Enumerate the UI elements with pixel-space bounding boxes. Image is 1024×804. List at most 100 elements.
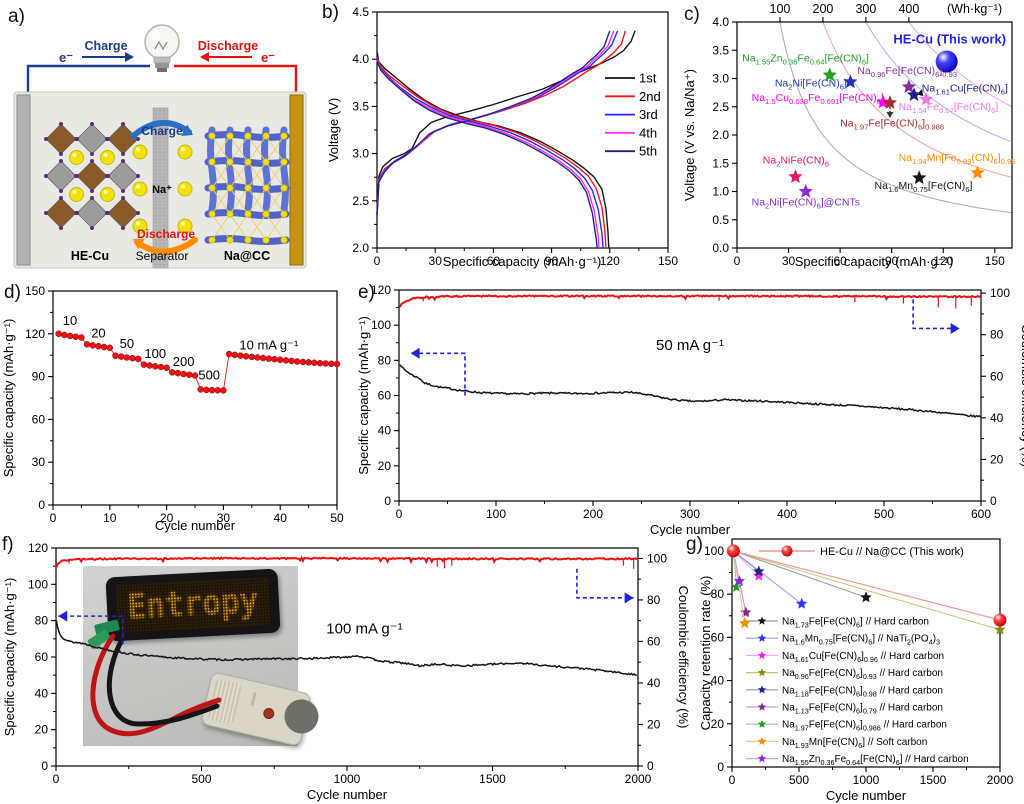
rate-point	[117, 353, 125, 360]
charge-curve-4th	[376, 30, 615, 216]
rate-point	[112, 352, 119, 360]
point-label: HE-Cu (This work)	[893, 31, 1006, 46]
red-wire	[90, 633, 222, 737]
y-tick-label: 60	[378, 389, 392, 403]
point-label: Na2Ni[Fe(CN)6]@CNTs	[752, 197, 860, 211]
retention-star	[994, 623, 1006, 635]
rate-point	[89, 342, 97, 349]
retention-line	[733, 550, 867, 598]
x-tick-label: 500	[191, 772, 211, 786]
y-tick-label: 120	[371, 283, 391, 297]
discharge-curve-1st	[376, 51, 610, 249]
y-tick-label: 60	[35, 650, 49, 664]
panel-d-rate-capability: 0 10 20 30 40 50 0 30 60 90 120 150 10 20 50 100 200 500 1…	[0, 272, 356, 536]
legend-star	[757, 736, 767, 745]
na-ion-label: Na⁺	[152, 184, 172, 196]
right-tick-label: 60	[647, 634, 661, 648]
left-y-axis-title: Specific capacity (mAh·g⁻¹)	[356, 316, 371, 475]
point-label: Na1.55Zn0.36Fe0.64[Fe(CN)6]	[742, 53, 869, 67]
retention-line	[732, 550, 746, 624]
x-tick-label: 30	[429, 254, 443, 268]
y-tick-label: 1.0	[712, 185, 729, 199]
right-tick-label: 40	[647, 676, 661, 690]
x-tick-label: 200	[583, 507, 603, 521]
cycling-chart-100mA: 0 500 1000 1500 2000020406080100120020406080…	[2, 541, 691, 802]
y-tick-label: 3.0	[712, 72, 729, 86]
panel-letter-e: e)	[358, 282, 375, 303]
y-tick-label: 20	[35, 723, 49, 737]
top-tick-label: 300	[855, 2, 876, 16]
this-work-point	[993, 613, 1007, 627]
arrowhead-icon	[410, 347, 420, 359]
left-y-axis-title: Specific capacity (mAh·g⁻¹)	[2, 578, 17, 737]
legend-label: Na1.18Fe[Fe(CN)6]0.98 // Hard carbon	[782, 685, 943, 698]
sodium-ions	[132, 144, 193, 234]
anode-plate	[289, 94, 304, 266]
rate-point	[322, 360, 329, 367]
y-tick-label: 30	[32, 455, 46, 469]
panel-letter-c: c)	[684, 4, 700, 25]
x-axis-title: Cycle number	[307, 787, 388, 802]
rate-annotation: 10	[63, 313, 77, 328]
point-marker	[843, 74, 858, 88]
x-tick-label: 500	[874, 507, 894, 521]
discharge-wire	[174, 64, 298, 98]
right-tick-label: 20	[990, 452, 1004, 466]
rate-point	[180, 370, 187, 378]
x-tick-label: 40	[274, 511, 288, 525]
y-tick-label: 120	[25, 327, 45, 341]
rate-point	[78, 334, 85, 341]
x-axis-title: Cycle number	[826, 788, 907, 803]
rate-point	[328, 360, 335, 368]
legend-label: Na0.96Fe[Fe(CN)6]0.93 // Hard carbon	[782, 668, 943, 681]
rate-annotation: 500	[198, 367, 220, 382]
rate-point	[186, 371, 193, 378]
arrowhead-icon	[886, 112, 894, 119]
point-label: Na1.6Mn0.75[Fe(CN)6]	[875, 180, 973, 194]
point-label: Na1.5Cu0.038Fe0.691[Fe(CN)6]	[752, 92, 884, 106]
rate-point	[100, 343, 108, 351]
anode-label: Na@CC	[224, 249, 270, 263]
rate-capability-chart: 0 10 20 30 40 5003060901201501020501002005001…	[1, 284, 344, 533]
electron-label: e⁻	[261, 50, 275, 65]
discharge-curve-4th	[376, 59, 600, 249]
cathode-plate	[16, 94, 31, 266]
y-tick-label: 100	[28, 577, 48, 591]
x-tick-label: 30	[217, 511, 231, 525]
arrowhead-icon	[58, 610, 68, 622]
right-tick-label: 100	[647, 551, 667, 565]
x-tick-label: 1000	[853, 773, 880, 787]
legend-label: Na1.6Mn0.75[Fe(CN)6] // NaTi2(PO4)3	[782, 634, 940, 647]
dashed-arrow	[58, 615, 124, 645]
legend-star	[757, 668, 767, 677]
rate-annotation: 100 mA g⁻¹	[326, 620, 402, 637]
rate-point	[61, 331, 68, 339]
anode-sodium-network	[208, 132, 288, 244]
rate-point	[203, 386, 210, 394]
y-tick-label: 2.5	[352, 194, 369, 208]
rate-point	[151, 363, 159, 370]
top-axis-unit: (Wh·kg⁻¹)	[947, 2, 1002, 16]
rate-point	[72, 333, 79, 341]
point-marker	[906, 87, 922, 101]
point-label: Na1.94Mn[Fe0.99(CN)6]0.95	[899, 152, 1016, 166]
rate-point	[316, 359, 324, 367]
point-label: Na2NiFe(CN)6	[763, 154, 829, 168]
rate-point	[129, 354, 136, 362]
rate-point	[140, 361, 148, 368]
point-label: Na1.61Cu[Fe(CN)6]	[922, 82, 1008, 96]
x-tick-label: 120	[933, 254, 953, 268]
rate-point	[55, 330, 62, 338]
y-tick-label: 0	[41, 759, 48, 773]
charge-curve-2nd	[376, 30, 626, 216]
arrowhead-icon	[200, 52, 209, 62]
cycling-chart-50mA: 0 100 200 300 400 500 600020406080100120020406…	[356, 283, 1024, 536]
axes: 0 100 200 300 400 500 600020406080100120020406…	[371, 283, 1010, 521]
x-tick-label: 0	[53, 772, 60, 786]
voltage-profile-chart: 0 30 60 90 120 150 2.0 2.5 3.0 3.5 4.0 4.5 1st 2nd 3rd…	[326, 5, 678, 269]
rate-point	[305, 359, 312, 366]
rate-point	[157, 363, 165, 371]
rate-point	[95, 342, 102, 350]
point-marker	[798, 184, 813, 198]
panel-letter-d: d)	[4, 282, 21, 303]
